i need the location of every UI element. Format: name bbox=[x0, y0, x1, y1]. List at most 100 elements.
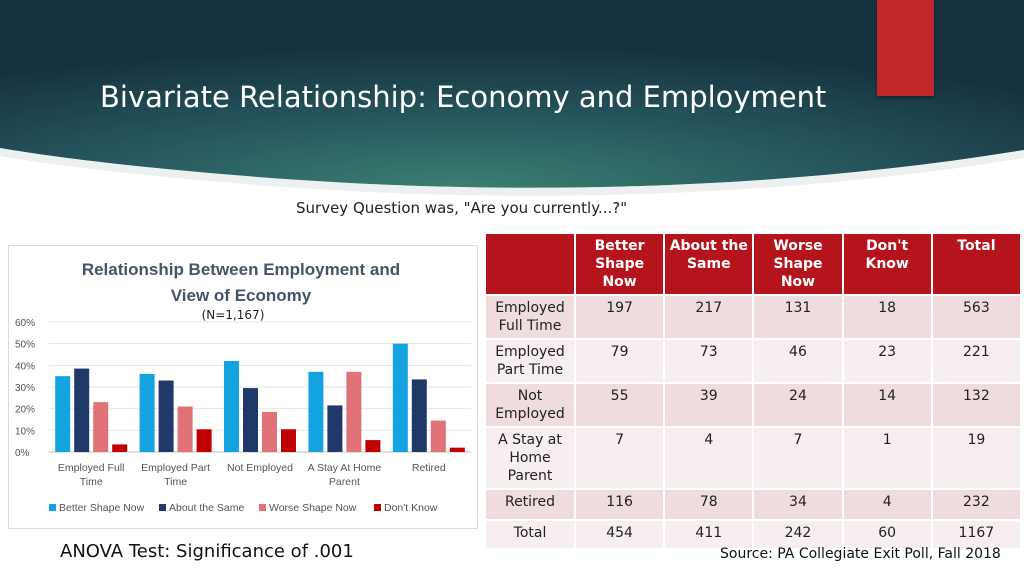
chart-subtitle: (N=1,167) bbox=[202, 308, 265, 322]
bar bbox=[411, 379, 427, 452]
table-cell: 73 bbox=[663, 338, 755, 384]
y-tick-label: 50% bbox=[15, 340, 35, 351]
header-cell: Total bbox=[930, 232, 1023, 296]
table-cell: 563 bbox=[930, 294, 1023, 340]
row-label: Employed Full Time bbox=[484, 294, 576, 340]
bar bbox=[177, 406, 193, 452]
table-cell: 232 bbox=[930, 488, 1023, 521]
bar bbox=[112, 444, 128, 452]
table-cell: 132 bbox=[930, 382, 1023, 428]
bar bbox=[224, 361, 239, 452]
legend-label: Don't Know bbox=[384, 502, 438, 514]
table-cell: 23 bbox=[841, 338, 933, 384]
bar bbox=[430, 420, 446, 452]
bar bbox=[74, 368, 90, 452]
table-cell: 221 bbox=[930, 338, 1023, 384]
table-cell: 7 bbox=[573, 426, 666, 490]
table-cell: 18 bbox=[841, 294, 933, 340]
table-cell: 19 bbox=[930, 426, 1023, 490]
table-cell: 7 bbox=[752, 426, 844, 490]
slide-title: Bivariate Relationship: Economy and Empl… bbox=[100, 80, 827, 114]
x-tick-label: Time bbox=[164, 476, 187, 488]
bar bbox=[365, 440, 381, 452]
table-cell: 4 bbox=[663, 426, 755, 490]
header-background bbox=[0, 0, 1024, 196]
table-cell: 242 bbox=[752, 519, 844, 550]
x-tick-label: Retired bbox=[412, 462, 446, 474]
bar bbox=[243, 388, 258, 452]
row-label: A Stay at Home Parent bbox=[484, 426, 576, 490]
legend-swatch bbox=[159, 504, 166, 511]
row-label: Retired bbox=[484, 488, 576, 521]
header-cell: Better Shape Now bbox=[573, 232, 666, 296]
table-row: Employed Full Time 197 217 131 18 563 bbox=[484, 294, 1023, 340]
legend-label: Worse Shape Now bbox=[269, 502, 357, 514]
table-cell: 55 bbox=[573, 382, 666, 428]
table-cell: 4 bbox=[841, 488, 933, 521]
y-tick-label: 30% bbox=[15, 383, 35, 394]
y-tick-label: 40% bbox=[15, 361, 35, 372]
table-cell: 60 bbox=[841, 519, 933, 550]
table-cell: 46 bbox=[752, 338, 844, 384]
x-tick-label: Employed Part bbox=[141, 462, 210, 474]
header-cell: Don't Know bbox=[841, 232, 933, 296]
bar bbox=[158, 380, 174, 452]
table-row: A Stay at Home Parent 7 4 7 1 19 bbox=[484, 426, 1023, 490]
crosstab-table: Better Shape Now About the Same Worse Sh… bbox=[484, 232, 1023, 550]
table-row: Retired 116 78 34 4 232 bbox=[484, 488, 1023, 521]
legend-label: About the Same bbox=[169, 502, 244, 514]
table-cell: 79 bbox=[573, 338, 666, 384]
bar bbox=[281, 429, 296, 452]
header-cell: Worse Shape Now bbox=[752, 232, 844, 296]
legend-swatch bbox=[49, 504, 56, 511]
x-tick-label: Parent bbox=[329, 476, 360, 488]
survey-question: Survey Question was, "Are you currently.… bbox=[296, 199, 628, 217]
x-tick-label: Employed Full bbox=[58, 462, 125, 474]
table-row: Total 454 411 242 60 1167 bbox=[484, 519, 1023, 550]
row-label: Employed Part Time bbox=[484, 338, 576, 384]
bar bbox=[55, 376, 71, 452]
chart-title-line1: Relationship Between Employment and bbox=[82, 260, 400, 279]
table-row: Not Employed 55 39 24 14 132 bbox=[484, 382, 1023, 428]
header-banner bbox=[0, 0, 1024, 200]
y-tick-label: 0% bbox=[15, 448, 30, 459]
x-tick-label: Not Employed bbox=[227, 462, 293, 474]
anova-note: ANOVA Test: Significance of .001 bbox=[60, 541, 354, 562]
table-cell: 39 bbox=[663, 382, 755, 428]
table-header-row: Better Shape Now About the Same Worse Sh… bbox=[484, 232, 1023, 296]
row-label: Total bbox=[484, 519, 576, 550]
table-cell: 34 bbox=[752, 488, 844, 521]
bar-chart: Relationship Between Employment and View… bbox=[15, 260, 471, 514]
table-cell: 116 bbox=[573, 488, 666, 521]
chart-title-line2: View of Economy bbox=[171, 286, 312, 305]
table-row: Employed Part Time 79 73 46 23 221 bbox=[484, 338, 1023, 384]
table-cell: 1167 bbox=[930, 519, 1023, 550]
accent-tab bbox=[877, 0, 934, 96]
bar bbox=[196, 429, 212, 452]
bar bbox=[392, 343, 408, 452]
header-cell: About the Same bbox=[663, 232, 755, 296]
bar bbox=[139, 374, 155, 452]
table-cell: 24 bbox=[752, 382, 844, 428]
bar bbox=[308, 371, 324, 452]
chart-panel: Relationship Between Employment and View… bbox=[8, 245, 478, 529]
bar bbox=[93, 402, 109, 452]
x-tick-label: A Stay At Home bbox=[308, 462, 382, 474]
y-tick-label: 10% bbox=[15, 426, 35, 437]
legend-label: Better Shape Now bbox=[59, 502, 145, 514]
legend-swatch bbox=[259, 504, 266, 511]
table-cell: 197 bbox=[573, 294, 666, 340]
x-tick-label: Time bbox=[80, 476, 103, 488]
header-cell bbox=[484, 232, 576, 296]
y-tick-label: 60% bbox=[15, 318, 35, 329]
table-cell: 217 bbox=[663, 294, 755, 340]
table-cell: 411 bbox=[663, 519, 755, 550]
bar bbox=[327, 405, 343, 452]
table-cell: 131 bbox=[752, 294, 844, 340]
y-tick-label: 20% bbox=[15, 405, 35, 416]
table-cell: 78 bbox=[663, 488, 755, 521]
bar bbox=[346, 371, 362, 452]
table-cell: 1 bbox=[841, 426, 933, 490]
table-cell: 14 bbox=[841, 382, 933, 428]
legend-swatch bbox=[374, 504, 381, 511]
